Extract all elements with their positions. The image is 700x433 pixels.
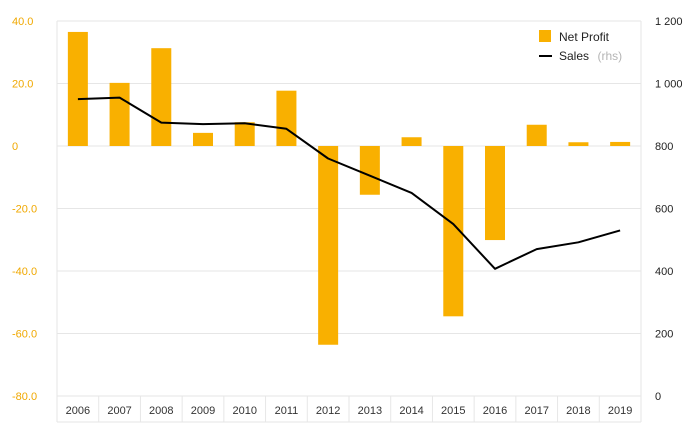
net-profit-bar <box>359 146 380 195</box>
gridlines <box>56 20 642 423</box>
right-axis-tick-label: 1 000 <box>655 79 683 91</box>
axes: 40.0 20.0 0 -20.0 -40.0 -60.0 -80.0 1 200 1 000 8… <box>12 16 683 417</box>
legend-net-profit-swatch <box>539 30 551 42</box>
legend-sales-rhs-note: (rhs) <box>597 49 622 63</box>
right-axis-tick-label: 0 <box>655 391 661 403</box>
left-axis-tick-label: 0 <box>12 141 18 153</box>
right-axis-tick-label: 800 <box>655 141 673 153</box>
net-profit-bar <box>610 141 631 146</box>
net-profit-bar <box>67 31 88 146</box>
right-axis-tick-label: 1 200 <box>655 16 683 28</box>
net-profit-bar <box>193 132 213 146</box>
legend-net-profit-label: Net Profit <box>559 30 610 44</box>
net-profit-bar <box>568 142 589 146</box>
left-axis-tick-label: 20.0 <box>12 79 33 91</box>
left-axis-tick-label: 40.0 <box>12 16 33 28</box>
sales-line <box>77 96 621 270</box>
x-axis-tick-label: 2019 <box>608 405 632 417</box>
right-axis-tick-label: 600 <box>655 204 673 216</box>
net-profit-bar <box>526 124 547 146</box>
net-profit-bar <box>443 146 464 317</box>
net-profit-bars <box>67 31 631 345</box>
left-axis-tick-label: -80.0 <box>12 391 37 403</box>
x-axis-tick-label: 2017 <box>524 405 548 417</box>
x-axis-tick-label: 2016 <box>483 405 507 417</box>
legend: Net Profit Sales (rhs) <box>539 30 622 64</box>
x-axis-tick-label: 2013 <box>358 405 382 417</box>
x-axis-tick-label: 2018 <box>566 405 590 417</box>
x-axis-tick-label: 2012 <box>316 405 340 417</box>
net-profit-bar <box>318 146 339 345</box>
x-axis-tick-label: 2015 <box>441 405 465 417</box>
left-axis-tick-label: -40.0 <box>12 266 37 278</box>
legend-sales-label: Sales (rhs) <box>559 47 622 64</box>
right-axis-tick-label: 400 <box>655 266 673 278</box>
left-axis-tick-label: -60.0 <box>12 329 37 341</box>
net-profit-bar <box>401 137 422 146</box>
sales-line-group <box>77 96 621 270</box>
net-profit-bar <box>234 122 255 146</box>
x-axis-tick-label: 2007 <box>107 405 131 417</box>
x-axis-tick-label: 2014 <box>399 405 423 417</box>
x-axis-tick-label: 2011 <box>275 405 299 417</box>
x-axis-tick-label: 2006 <box>66 405 90 417</box>
net-profit-bar <box>485 146 505 241</box>
net-profit-bar <box>109 82 130 146</box>
net-profit-bar <box>276 90 297 146</box>
legend-sales-name: Sales <box>559 49 589 63</box>
x-axis-tick-label: 2008 <box>149 405 173 417</box>
x-axis-tick-label: 2010 <box>232 405 256 417</box>
right-axis-tick-label: 200 <box>655 329 673 341</box>
left-axis-tick-label: -20.0 <box>12 204 37 216</box>
x-axis-tick-label: 2009 <box>191 405 215 417</box>
net-profit-bar <box>151 48 172 146</box>
